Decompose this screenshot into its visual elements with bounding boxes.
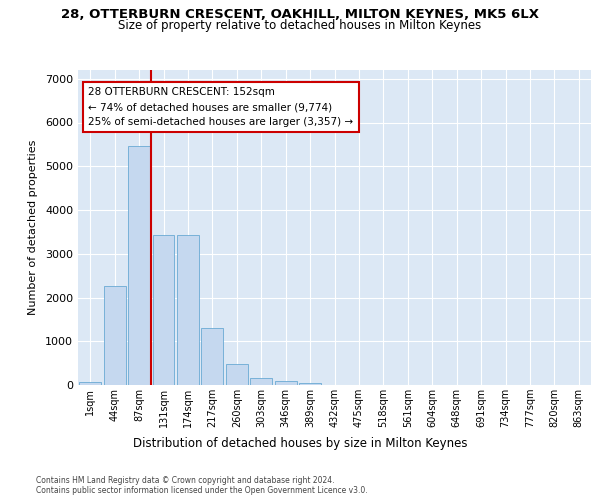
Bar	[226, 364, 248, 385]
Bar	[177, 234, 199, 385]
Bar	[275, 382, 296, 385]
Bar	[250, 378, 272, 385]
Text: 28, OTTERBURN CRESCENT, OAKHILL, MILTON KEYNES, MK5 6LX: 28, OTTERBURN CRESCENT, OAKHILL, MILTON …	[61, 8, 539, 20]
Bar	[104, 286, 125, 385]
Y-axis label: Number of detached properties: Number of detached properties	[28, 140, 38, 315]
Bar	[79, 382, 101, 385]
Bar	[152, 234, 175, 385]
Bar	[202, 328, 223, 385]
Text: Contains HM Land Registry data © Crown copyright and database right 2024.
Contai: Contains HM Land Registry data © Crown c…	[36, 476, 368, 495]
Bar	[128, 146, 150, 385]
Text: Distribution of detached houses by size in Milton Keynes: Distribution of detached houses by size …	[133, 438, 467, 450]
Text: Size of property relative to detached houses in Milton Keynes: Size of property relative to detached ho…	[118, 19, 482, 32]
Bar	[299, 383, 321, 385]
Text: 28 OTTERBURN CRESCENT: 152sqm
← 74% of detached houses are smaller (9,774)
25% o: 28 OTTERBURN CRESCENT: 152sqm ← 74% of d…	[88, 88, 353, 127]
